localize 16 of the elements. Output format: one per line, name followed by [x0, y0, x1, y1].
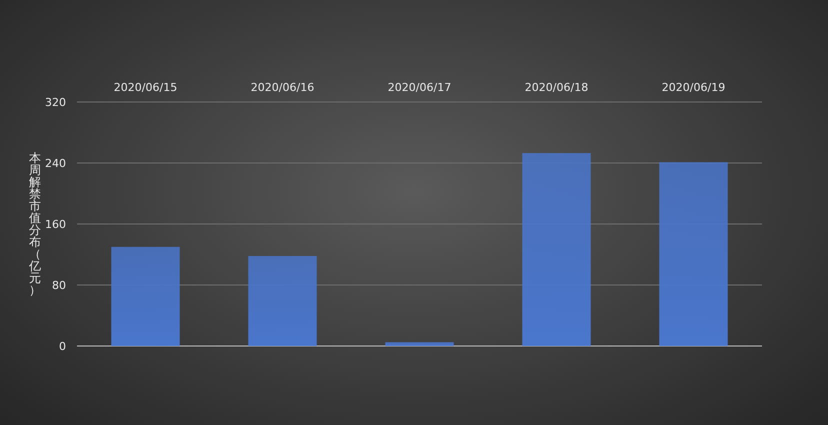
x-tick-label: 2020/06/19: [662, 81, 726, 94]
y-tick-label: 160: [45, 218, 66, 231]
y-tick-label: 80: [52, 279, 66, 292]
y-tick-label: 0: [59, 340, 66, 353]
y-tick-label: 240: [45, 157, 66, 170]
x-tick-label: 2020/06/17: [388, 81, 452, 94]
bar: [248, 256, 317, 346]
bar: [385, 342, 454, 346]
x-tick-label: 2020/06/16: [250, 81, 314, 94]
y-tick-label: 320: [45, 96, 66, 109]
text: 本周解禁市值分布（亿元）: [29, 151, 41, 297]
bar: [522, 153, 591, 346]
bar: [659, 162, 728, 346]
bar: [111, 246, 180, 346]
x-tick-label: 2020/06/15: [114, 81, 178, 94]
x-tick-label: 2020/06/18: [524, 81, 588, 94]
